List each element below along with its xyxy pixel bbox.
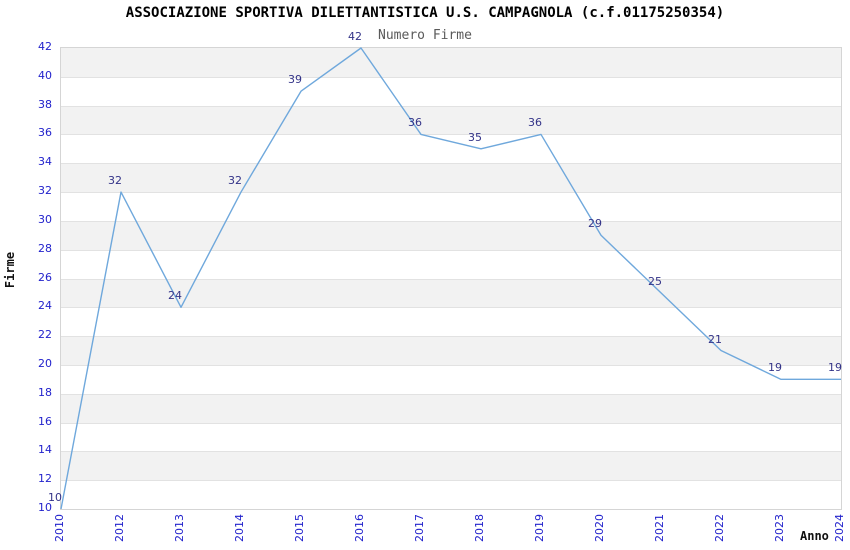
plot-band	[61, 249, 841, 279]
gridline	[61, 393, 841, 395]
data-point-label: 10	[48, 491, 62, 504]
gridline	[61, 422, 841, 424]
series-polyline	[60, 47, 841, 510]
plot-band	[61, 364, 841, 394]
gridline	[61, 105, 841, 107]
data-point-label: 36	[408, 116, 422, 130]
plot-band	[61, 393, 841, 423]
data-point-label: 35	[468, 130, 482, 144]
line-series	[60, 47, 841, 510]
plot-band	[61, 220, 841, 250]
x-tick-label: 2013	[173, 514, 186, 542]
plot-band	[61, 422, 841, 452]
gridline	[61, 480, 841, 482]
x-tick-label: 2014	[233, 514, 246, 542]
plot-band	[61, 451, 841, 481]
x-tick-label: 2017	[413, 514, 426, 542]
plot-area	[60, 47, 842, 510]
gridline	[61, 278, 841, 280]
data-point-label: 39	[288, 73, 302, 87]
gridline	[61, 336, 841, 338]
x-tick-label: 2018	[473, 514, 486, 542]
y-tick-label: 34	[38, 155, 52, 169]
y-tick-label: 12	[38, 472, 52, 486]
y-tick-label: 28	[38, 241, 52, 255]
chart-subtitle: Numero Firme	[378, 28, 472, 43]
y-tick-label: 22	[38, 328, 52, 342]
y-tick-label: 20	[38, 356, 52, 370]
y-tick-label: 18	[38, 385, 52, 399]
x-tick-label: 2023	[773, 514, 786, 542]
data-point-label: 32	[228, 174, 242, 188]
plot-band	[61, 163, 841, 193]
x-tick-label: 2019	[533, 514, 546, 542]
y-tick-label: 30	[38, 212, 52, 226]
y-tick-label: 14	[38, 443, 52, 457]
data-point-label: 42	[348, 30, 362, 43]
x-axis-title: Anno	[800, 529, 829, 543]
x-tick-label: 2016	[353, 514, 366, 542]
plot-band	[61, 48, 841, 77]
gridline	[61, 76, 841, 78]
y-tick-label: 16	[38, 414, 52, 428]
x-tick-label: 2015	[293, 514, 306, 542]
data-point-label: 19	[768, 361, 782, 375]
plot-band	[61, 278, 841, 308]
x-tick-label: 2022	[713, 514, 726, 542]
y-tick-label: 26	[38, 270, 52, 284]
data-point-label: 29	[588, 217, 602, 231]
data-point-label: 24	[168, 289, 182, 303]
data-point-label: 19	[828, 361, 842, 375]
y-tick-label: 38	[38, 97, 52, 111]
data-point-label: 32	[108, 174, 122, 188]
x-tick-label: 2021	[653, 514, 666, 542]
gridline	[61, 192, 841, 194]
gridline	[61, 364, 841, 366]
x-tick-label: 2024	[833, 514, 846, 542]
x-tick-label: 2010	[53, 514, 66, 542]
y-tick-label: 32	[38, 184, 52, 198]
y-tick-label: 36	[38, 126, 52, 140]
gridline	[61, 451, 841, 453]
plot-band	[61, 134, 841, 164]
y-tick-label: 40	[38, 68, 52, 82]
gridline	[61, 307, 841, 309]
x-tick-label: 2012	[113, 514, 126, 542]
data-point-label: 25	[648, 274, 662, 288]
data-point-label: 21	[708, 332, 722, 346]
plot-band	[61, 480, 841, 509]
gridline	[61, 249, 841, 251]
plot-band	[61, 76, 841, 106]
y-tick-label: 10	[38, 501, 52, 514]
data-point-label: 36	[528, 116, 542, 130]
y-tick-label: 42	[38, 40, 52, 53]
plot-band	[61, 192, 841, 221]
x-tick-label: 2020	[593, 514, 606, 542]
plot-band	[61, 307, 841, 337]
gridline	[61, 134, 841, 136]
gridline	[61, 163, 841, 165]
y-tick-label: 24	[38, 299, 52, 313]
gridline	[61, 220, 841, 222]
chart-title: ASSOCIAZIONE SPORTIVA DILETTANTISTICA U.…	[125, 5, 725, 21]
plot-band	[61, 105, 841, 135]
